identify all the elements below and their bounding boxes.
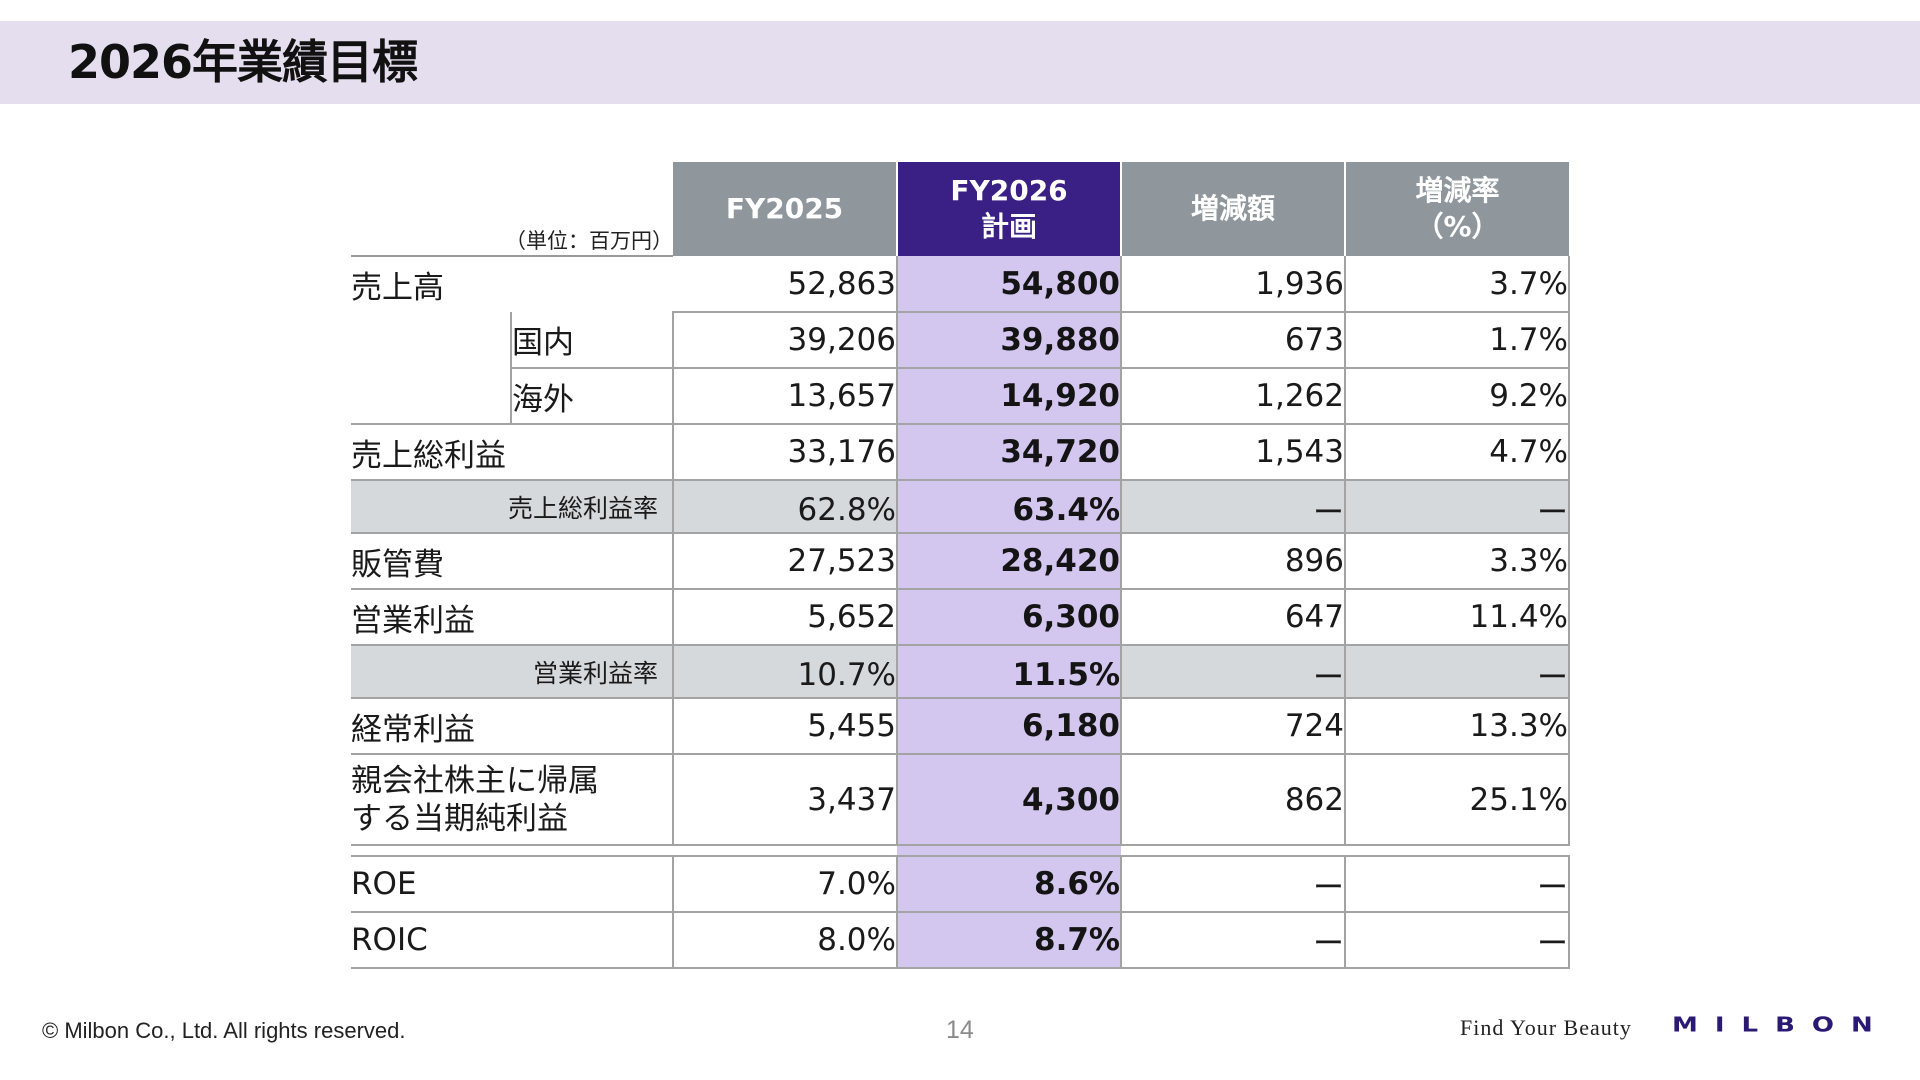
- page-title: 2026年業績目標: [68, 35, 418, 89]
- cell-change: ー: [1121, 856, 1346, 913]
- column-header-change-rate: 増減率 （%）: [1345, 162, 1569, 256]
- table-row: 親会社株主に帰属 する当期純利益 3,437 4,300 862 25.1%: [351, 754, 1570, 846]
- page-number: 14: [946, 1016, 974, 1044]
- cell-fy2025: 7.0%: [673, 856, 898, 913]
- cell-fy2026: 54,800: [897, 256, 1122, 313]
- column-header-fy2026-plan: FY2026 計画: [897, 162, 1122, 256]
- cell-change: 896: [1121, 533, 1346, 590]
- cell-rate: 1.7%: [1345, 312, 1570, 369]
- cell-change: 1,543: [1121, 424, 1346, 481]
- cell-rate: 4.7%: [1345, 424, 1570, 481]
- table-row: 営業利益 5,652 6,300 647 11.4%: [351, 589, 1570, 646]
- cell-fy2026: 4,300: [897, 754, 1122, 846]
- row-label-overseas: 海外: [510, 368, 674, 425]
- cell-change: 862: [1121, 754, 1346, 846]
- cell-fy2026: 63.4%: [897, 480, 1122, 534]
- table-row: 経常利益 5,455 6,180 724 13.3%: [351, 698, 1570, 755]
- cell-fy2025: 5,652: [673, 589, 898, 646]
- table-row: ROE 7.0% 8.6% ー ー: [351, 856, 1570, 913]
- cell-fy2025: 33,176: [673, 424, 898, 481]
- cell-fy2026: 6,300: [897, 589, 1122, 646]
- cell-fy2026: 6,180: [897, 698, 1122, 755]
- row-label-operating-margin: 営業利益率: [351, 645, 674, 699]
- cell-rate: 13.3%: [1345, 698, 1570, 755]
- cell-change: 1,936: [1121, 256, 1346, 313]
- indent-spacer: [351, 312, 511, 368]
- table-row: 売上総利益 33,176 34,720 1,543 4.7%: [351, 424, 1570, 481]
- column-header-change-amount: 増減額: [1121, 162, 1346, 256]
- cell-fy2026: 34,720: [897, 424, 1122, 481]
- cell-rate: 3.7%: [1345, 256, 1570, 313]
- row-label-gross-profit: 売上総利益: [351, 424, 674, 481]
- cell-fy2025: 5,455: [673, 698, 898, 755]
- row-label-roe: ROE: [351, 856, 674, 913]
- row-label-roic: ROIC: [351, 912, 674, 969]
- row-label-ordinary-profit: 経常利益: [351, 698, 674, 755]
- cell-fy2025: 39,206: [673, 312, 898, 369]
- cell-fy2025: 52,863: [673, 256, 898, 313]
- cell-change: ー: [1121, 480, 1346, 534]
- cell-fy2025: 62.8%: [673, 480, 898, 534]
- cell-change: ー: [1121, 645, 1346, 699]
- cell-fy2026: 28,420: [897, 533, 1122, 590]
- cell-rate: ー: [1345, 912, 1570, 969]
- table-row: 海外 13,657 14,920 1,262 9.2%: [351, 368, 1570, 425]
- copyright-notice: © Milbon Co., Ltd. All rights reserved.: [42, 1018, 406, 1043]
- unit-label: （単位：百万円）: [351, 162, 673, 257]
- cell-change: 1,262: [1121, 368, 1346, 425]
- cell-change: 724: [1121, 698, 1346, 755]
- table-divider: [351, 845, 1569, 857]
- table-row: 販管費 27,523 28,420 896 3.3%: [351, 533, 1570, 590]
- row-label-sga: 販管費: [351, 533, 674, 590]
- row-label-gross-margin: 売上総利益率: [351, 480, 674, 534]
- table-row: 国内 39,206 39,880 673 1.7%: [351, 312, 1570, 369]
- cell-fy2026: 8.6%: [897, 856, 1122, 913]
- cell-fy2026: 11.5%: [897, 645, 1122, 699]
- cell-change: ー: [1121, 912, 1346, 969]
- table-header-row: （単位：百万円） FY2025 FY2026 計画 増減額 増減率 （%）: [351, 162, 1569, 257]
- table-row: ROIC 8.0% 8.7% ー ー: [351, 912, 1570, 969]
- cell-fy2026: 8.7%: [897, 912, 1122, 969]
- row-label-net-income: 親会社株主に帰属 する当期純利益: [351, 754, 674, 846]
- cell-rate: 11.4%: [1345, 589, 1570, 646]
- cell-fy2026: 39,880: [897, 312, 1122, 369]
- cell-fy2025: 27,523: [673, 533, 898, 590]
- table-row: 営業利益率 10.7% 11.5% ー ー: [351, 645, 1570, 699]
- title-bar: 2026年業績目標: [0, 21, 1920, 104]
- cell-change: 647: [1121, 589, 1346, 646]
- row-label-operating-profit: 営業利益: [351, 589, 674, 646]
- brand-tagline: Find Your Beauty: [1460, 1015, 1632, 1040]
- cell-fy2025: 8.0%: [673, 912, 898, 969]
- cell-rate: 25.1%: [1345, 754, 1570, 846]
- cell-rate: ー: [1345, 856, 1570, 913]
- cell-fy2025: 10.7%: [673, 645, 898, 699]
- cell-fy2025: 3,437: [673, 754, 898, 846]
- row-label-net-sales: 売上高: [351, 270, 444, 306]
- cell-rate: ー: [1345, 480, 1570, 534]
- cell-rate: 3.3%: [1345, 533, 1570, 590]
- financial-targets-table: （単位：百万円） FY2025 FY2026 計画 増減額 増減率 （%） 売上高 …: [351, 162, 1570, 969]
- milbon-logo: MILBON: [1672, 1013, 1890, 1037]
- cell-rate: ー: [1345, 645, 1570, 699]
- row-label-domestic: 国内: [510, 312, 674, 369]
- cell-fy2026: 14,920: [897, 368, 1122, 425]
- indent-spacer: [351, 368, 511, 425]
- table-row: 売上総利益率 62.8% 63.4% ー ー: [351, 480, 1570, 534]
- column-header-fy2025: FY2025: [673, 162, 898, 256]
- cell-change: 673: [1121, 312, 1346, 369]
- cell-rate: 9.2%: [1345, 368, 1570, 425]
- cell-fy2025: 13,657: [673, 368, 898, 425]
- table-row: 売上高 52,863 54,800 1,936 3.7%: [351, 256, 1570, 313]
